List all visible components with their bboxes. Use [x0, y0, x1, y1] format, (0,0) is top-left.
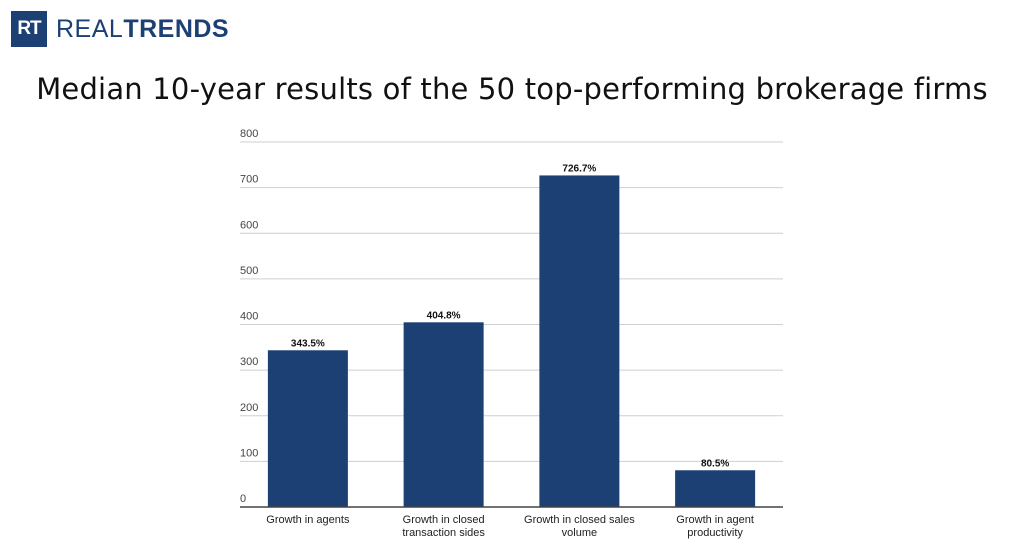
- y-tick-label: 0: [240, 493, 246, 505]
- data-label: 80.5%: [701, 458, 729, 469]
- bar: [675, 470, 756, 507]
- logo-text-trends: TRENDS: [123, 14, 230, 43]
- data-label: 343.5%: [291, 338, 325, 349]
- data-label: 404.8%: [427, 310, 461, 321]
- logo-wordmark: REALTRENDS: [56, 15, 229, 44]
- y-tick-label: 100: [240, 447, 258, 459]
- y-tick-label: 700: [240, 174, 258, 186]
- y-tick-label: 400: [240, 311, 258, 323]
- logo-mark: RT: [11, 11, 47, 47]
- bar: [539, 175, 620, 508]
- data-label: 726.7%: [562, 163, 596, 174]
- x-category-label: Growth in agent: [676, 514, 754, 526]
- y-tick-label: 800: [240, 128, 258, 140]
- y-tick-label: 500: [240, 265, 258, 277]
- logo-text-real: REAL: [56, 14, 124, 43]
- x-category-label: Growth in closed: [403, 514, 485, 526]
- y-tick-label: 300: [240, 356, 258, 368]
- chart-title: Median 10-year results of the 50 top-per…: [36, 72, 988, 106]
- x-category-label: Growth in agents: [266, 514, 350, 526]
- x-category-label: volume: [562, 527, 597, 539]
- y-tick-label: 600: [240, 219, 258, 231]
- x-category-label: transaction sides: [402, 527, 485, 539]
- realtrends-logo: RT REALTRENDS: [11, 11, 229, 47]
- y-tick-label: 200: [240, 402, 258, 414]
- bar: [267, 350, 348, 507]
- x-category-label: Growth in closed sales: [524, 514, 635, 526]
- x-category-label: productivity: [687, 527, 743, 539]
- bar: [403, 322, 484, 507]
